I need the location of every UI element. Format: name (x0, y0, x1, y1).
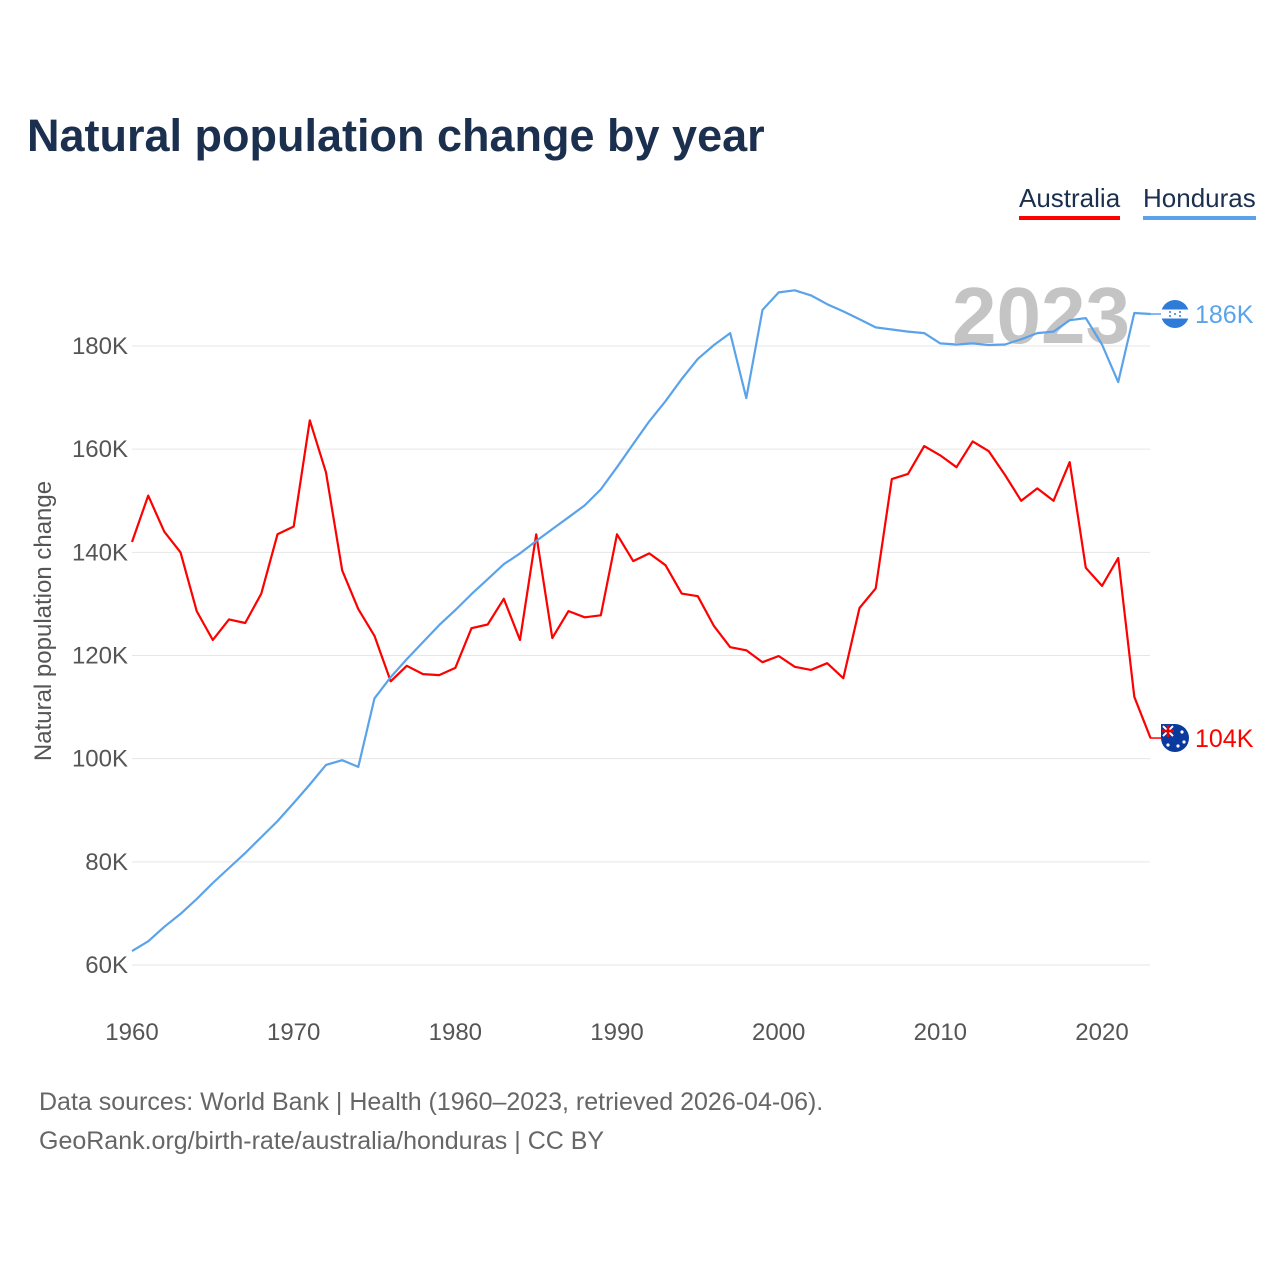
y-tick-label: 180K (72, 333, 128, 360)
y-axis-label: Natural population change (30, 481, 57, 761)
x-tick-label: 1960 (105, 1019, 158, 1046)
flag-star (1169, 311, 1171, 314)
flag-star (1174, 313, 1176, 316)
x-tick-label: 2000 (752, 1019, 805, 1046)
x-tick-label: 1990 (590, 1019, 643, 1046)
flag-star (1180, 730, 1184, 734)
australia-flag-icon (1161, 724, 1189, 753)
flag-star (1182, 740, 1186, 744)
flag-star (1166, 743, 1170, 747)
flag-star (1169, 315, 1171, 318)
flag-cross (1162, 725, 1174, 738)
flag-star (1176, 744, 1180, 748)
footer-sources: Data sources: World Bank | Health (1960–… (39, 1088, 824, 1116)
y-tick-label: 100K (72, 746, 128, 773)
series-line-australia (130, 419, 1152, 739)
end-value-label-australia: 104K (1195, 725, 1254, 753)
y-tick-label: 60K (85, 952, 128, 979)
chart-title: Natural population change by year (27, 110, 765, 161)
legend-item-australia[interactable]: Australia (1019, 183, 1121, 220)
y-tick-label: 80K (85, 849, 128, 876)
footer-link[interactable]: GeoRank.org/birth-rate/australia/hondura… (39, 1127, 605, 1155)
legend-item-honduras[interactable]: Honduras (1143, 183, 1256, 220)
flag-star (1179, 315, 1181, 318)
end-value-label-honduras: 186K (1195, 301, 1254, 329)
y-tick-label: 120K (72, 643, 128, 670)
y-tick-label: 160K (72, 436, 128, 463)
x-tick-label: 1970 (267, 1019, 320, 1046)
x-tick-label: 2010 (914, 1019, 967, 1046)
x-tick-label: 2020 (1075, 1019, 1128, 1046)
series-line-honduras (131, 289, 1151, 953)
flag-star (1179, 311, 1181, 314)
x-tick-label: 1980 (429, 1019, 482, 1046)
y-tick-label: 140K (72, 539, 128, 566)
honduras-flag-icon (1161, 300, 1189, 329)
